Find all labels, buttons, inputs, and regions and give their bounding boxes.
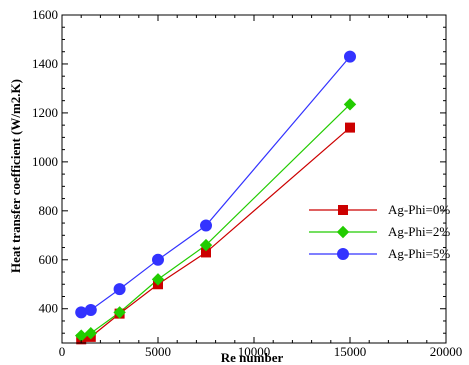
legend-label-3: Ag-Phi=5% [388, 246, 450, 261]
axes-layer [61, 14, 447, 344]
series-lines-layer [81, 56, 351, 340]
series-1-point [345, 122, 355, 133]
x-tick-label: 5000 [145, 344, 171, 359]
x-axis-title: Re number [221, 350, 284, 365]
series-3-point [152, 253, 164, 266]
series-line-2 [81, 103, 351, 337]
series-3-point [344, 50, 356, 63]
series-3-point [113, 283, 126, 296]
legend-marker-3 [337, 248, 349, 260]
series-2-point [199, 238, 213, 252]
x-tick-label: 10000 [238, 344, 271, 359]
legend-marker-2 [336, 225, 350, 239]
series-line-1 [81, 127, 351, 340]
legend-label-2: Ag-Phi=2% [388, 224, 450, 239]
series-line-3 [81, 56, 351, 313]
legend-marker-1 [338, 205, 348, 215]
x-tick-label: 20000 [430, 344, 463, 359]
x-tick-label: 0 [59, 344, 66, 359]
legend-label-1: Ag-Phi=0% [388, 202, 450, 217]
x-tick-label: 15000 [334, 344, 367, 359]
y-tick-label: 600 [39, 252, 59, 267]
y-tick-label: 1400 [32, 56, 58, 71]
y-tick-label: 1000 [32, 154, 58, 169]
tick-labels-layer: 0 5000 10000 15000 20000 400 600 800 1000 1200 140… [32, 7, 462, 359]
legend: Ag-Phi=0% Ag-Phi=2% Ag-Phi=5% [309, 202, 450, 261]
y-tick-label: 1600 [32, 7, 58, 22]
series-2-point [113, 306, 126, 319]
series-2-point [343, 98, 357, 111]
series-3-point [84, 303, 97, 316]
y-tick-label: 1200 [32, 105, 58, 120]
series-markers-layer [74, 50, 357, 345]
series-2-point [151, 273, 165, 286]
y-tick-label: 800 [39, 203, 59, 218]
series-2-point [84, 327, 98, 340]
series-3-point [200, 219, 212, 232]
y-axis-title: Heat transfer coefficient (W/m2.K) [8, 79, 23, 273]
y-tick-label: 400 [39, 301, 59, 316]
